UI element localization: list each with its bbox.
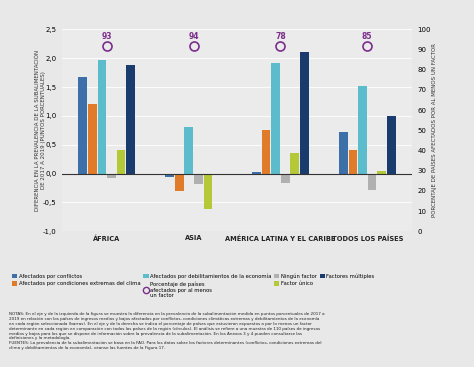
Bar (300, 52, 309, 174)
Bar (387, 116, 395, 174)
Bar (377, 171, 386, 174)
Bar (88, 104, 97, 174)
Bar (358, 86, 367, 174)
Legend: Afectados por conflictos, Afectados por condiciones extremas del clima, Afectado: Afectados por conflictos, Afectados por … (12, 273, 375, 298)
Bar (79, 77, 87, 174)
Bar (252, 172, 261, 174)
Bar (117, 150, 126, 174)
Text: 94: 94 (188, 32, 199, 41)
Text: 78: 78 (275, 32, 286, 41)
Bar (126, 65, 135, 174)
Bar (339, 132, 348, 174)
Bar (262, 130, 271, 174)
Bar (194, 174, 203, 184)
Text: 93: 93 (101, 32, 112, 41)
Bar (165, 174, 174, 177)
Bar (368, 174, 376, 190)
Bar (184, 127, 193, 174)
Bar (291, 153, 299, 174)
Bar (281, 174, 290, 183)
Bar (107, 174, 116, 178)
Text: NOTAS: En el eje y de la izquierda de la figura se muestra la diferencia en la p: NOTAS: En el eje y de la izquierda de la… (9, 312, 325, 350)
Text: 85: 85 (362, 32, 373, 41)
Y-axis label: DIFERENCIA EN LA PREVALENCIA DE LA SUBALIMENTACIÓN
DE 2017 A 2019 (PUNTOS PORCEN: DIFERENCIA EN LA PREVALENCIA DE LA SUBAL… (35, 50, 46, 211)
Bar (271, 63, 280, 174)
Y-axis label: PORCENTAJE DE PAÍSES AFECTADOS POR AL MENOS UN FACTOR: PORCENTAJE DE PAÍSES AFECTADOS POR AL ME… (430, 43, 437, 217)
Bar (348, 150, 357, 174)
Bar (98, 60, 106, 174)
Bar (175, 174, 183, 191)
Bar (203, 174, 212, 209)
